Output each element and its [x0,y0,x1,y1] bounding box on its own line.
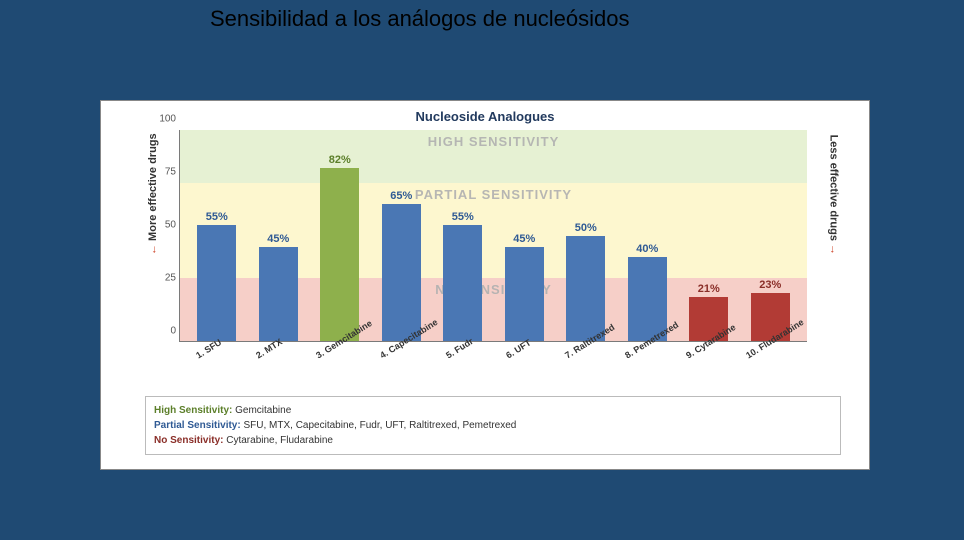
bar-value-label: 55% [197,211,236,223]
slide-title: Sensibilidad a los análogos de nucleósid… [210,6,630,32]
bar: 82% [320,168,359,342]
y-axis-right-label: Less effective drugs → [827,135,839,255]
bar-value-label: 82% [320,154,359,166]
legend-label: High Sensitivity: [154,405,235,416]
bar-value-label: 21% [689,283,728,295]
y-tick: 75 [150,167,176,178]
chart-card: Nucleoside Analogues ← More effective dr… [100,100,870,470]
legend-row: No Sensitivity: Cytarabine, Fludarabine [154,433,832,448]
bar-slot: 21% [678,130,740,342]
chart-title: Nucleoside Analogues [101,101,869,130]
bar-value-label: 45% [259,233,298,245]
bar: 65% [382,204,421,342]
bar-value-label: 45% [505,233,544,245]
bar: 55% [197,225,236,342]
y-axis-left-label: ← More effective drugs [147,133,159,255]
legend-label: Partial Sensitivity: [154,420,243,431]
y-tick: 25 [150,273,176,284]
y-tick: 0 [150,326,176,337]
bar-slot: 65% [371,130,433,342]
y-tick: 100 [150,114,176,125]
legend-text: SFU, MTX, Capecitabine, Fudr, UFT, Ralti… [243,420,516,431]
legend-text: Gemcitabine [235,405,291,416]
bars-container: 55% 45% 82% 65% 55% 45% 50% 40% 21% 23% [180,130,807,342]
bar: 45% [505,247,544,342]
bar-slot: 45% [494,130,556,342]
bar-value-label: 50% [566,222,605,234]
bar-value-label: 23% [751,279,790,291]
y-tick: 50 [150,220,176,231]
legend-row: High Sensitivity: Gemcitabine [154,403,832,418]
bar-slot: 55% [432,130,494,342]
bar-value-label: 55% [443,211,482,223]
bar-slot: 50% [555,130,617,342]
x-axis: 1. SFU2. MTX3. Gemcitabine4. Capecitabin… [179,342,807,380]
bar-value-label: 65% [382,190,421,202]
bar-slot: 23% [740,130,802,342]
bar: 55% [443,225,482,342]
bar-slot: 82% [309,130,371,342]
arrow-left-icon: ← [147,244,159,255]
legend-box: High Sensitivity: GemcitabinePartial Sen… [145,396,841,455]
legend-label: No Sensitivity: [154,435,226,446]
y-right-text: Less effective drugs [827,135,839,241]
bar: 50% [566,236,605,342]
bar-value-label: 40% [628,243,667,255]
bar-slot: 40% [617,130,679,342]
plot-area: ← More effective drugs Less effective dr… [145,130,841,380]
legend-row: Partial Sensitivity: SFU, MTX, Capecitab… [154,418,832,433]
arrow-right-icon: → [827,244,839,255]
legend-text: Cytarabine, Fludarabine [226,435,333,446]
bar-slot: 45% [248,130,310,342]
plot: HIGH SENSITIVITYPARTIAL SENSITIVITYNO SE… [179,130,807,342]
bar-slot: 55% [186,130,248,342]
